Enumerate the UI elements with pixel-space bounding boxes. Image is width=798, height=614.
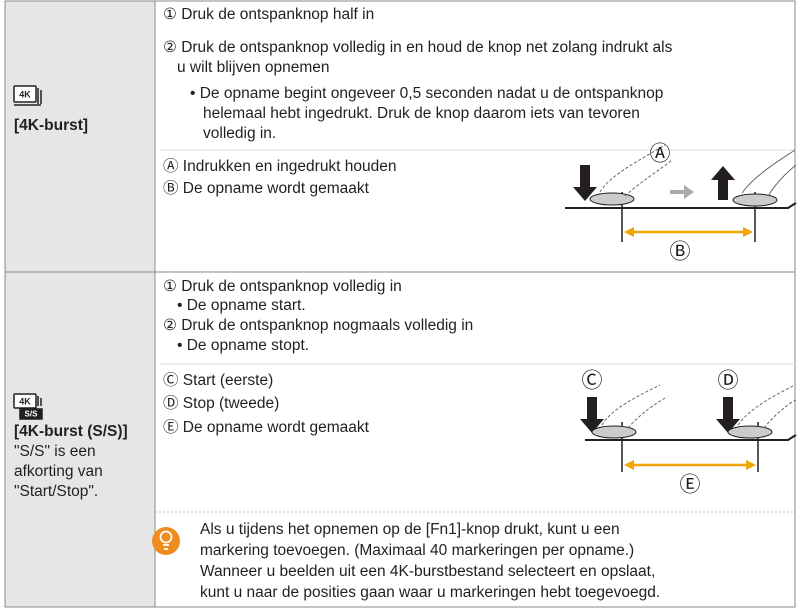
tip-icon — [152, 527, 180, 555]
mode-note: "S/S" is een — [14, 443, 96, 460]
table-grid — [4, 0, 796, 608]
mode-note: afkorting van — [14, 463, 103, 480]
mode-label: [4K-burst (S/S)] — [14, 423, 128, 440]
tip-text: markering toevoegen. (Maximaal 40 marker… — [200, 542, 634, 559]
instruction: • De opname stopt. — [177, 337, 309, 354]
legend-item: Ⓔ De opname wordt gemaakt — [163, 418, 370, 436]
figure-marker: Ⓓ — [718, 370, 739, 393]
tip-text: Wanneer u beelden uit een 4K-burstbestan… — [200, 563, 655, 580]
tip-text: Als u tijdens het opnemen op de [Fn1]-kn… — [200, 521, 620, 538]
instruction: helemaal hebt ingedrukt. Druk de knop da… — [203, 105, 640, 122]
4k-burst-icon: 4K — [13, 85, 42, 106]
instruction: ② Druk de ontspanknop volledig in en hou… — [163, 39, 673, 56]
legend-item: Ⓓ Stop (tweede) — [163, 394, 279, 412]
figure-marker: Ⓔ — [680, 474, 701, 497]
figure-marker: Ⓒ — [582, 370, 603, 393]
instruction: ① Druk de ontspanknop volledig in — [163, 278, 402, 295]
mode-note: "Start/Stop". — [14, 483, 98, 500]
legend-item: Ⓐ Indrukken en ingedrukt houden — [163, 157, 397, 175]
instruction: volledig in. — [203, 125, 276, 142]
figure-marker: Ⓑ — [670, 241, 691, 264]
instruction: ① Druk de ontspanknop half in — [163, 6, 374, 23]
instruction: u wilt blijven opnemen — [177, 59, 330, 76]
legend-item: Ⓒ Start (eerste) — [163, 371, 273, 389]
legend-item: Ⓑ De opname wordt gemaakt — [163, 179, 370, 197]
svg-text:4K: 4K — [19, 89, 31, 99]
instruction: • De opname start. — [177, 297, 306, 314]
illustration-burst — [565, 144, 797, 242]
tip-text: kunt u naar de posities gaan waar u mark… — [200, 584, 660, 601]
figure-marker: Ⓐ — [650, 143, 671, 166]
illustration-burst-ss — [580, 384, 797, 472]
svg-text:S/S: S/S — [25, 410, 39, 419]
4k-burst-ss-icon: 4K S/S — [13, 393, 43, 420]
mode-label: [4K-burst] — [14, 117, 88, 134]
instruction: • De opname begint ongeveer 0,5 seconden… — [190, 85, 663, 102]
svg-text:4K: 4K — [19, 396, 31, 406]
instruction: ② Druk de ontspanknop nogmaals volledig … — [163, 317, 473, 334]
